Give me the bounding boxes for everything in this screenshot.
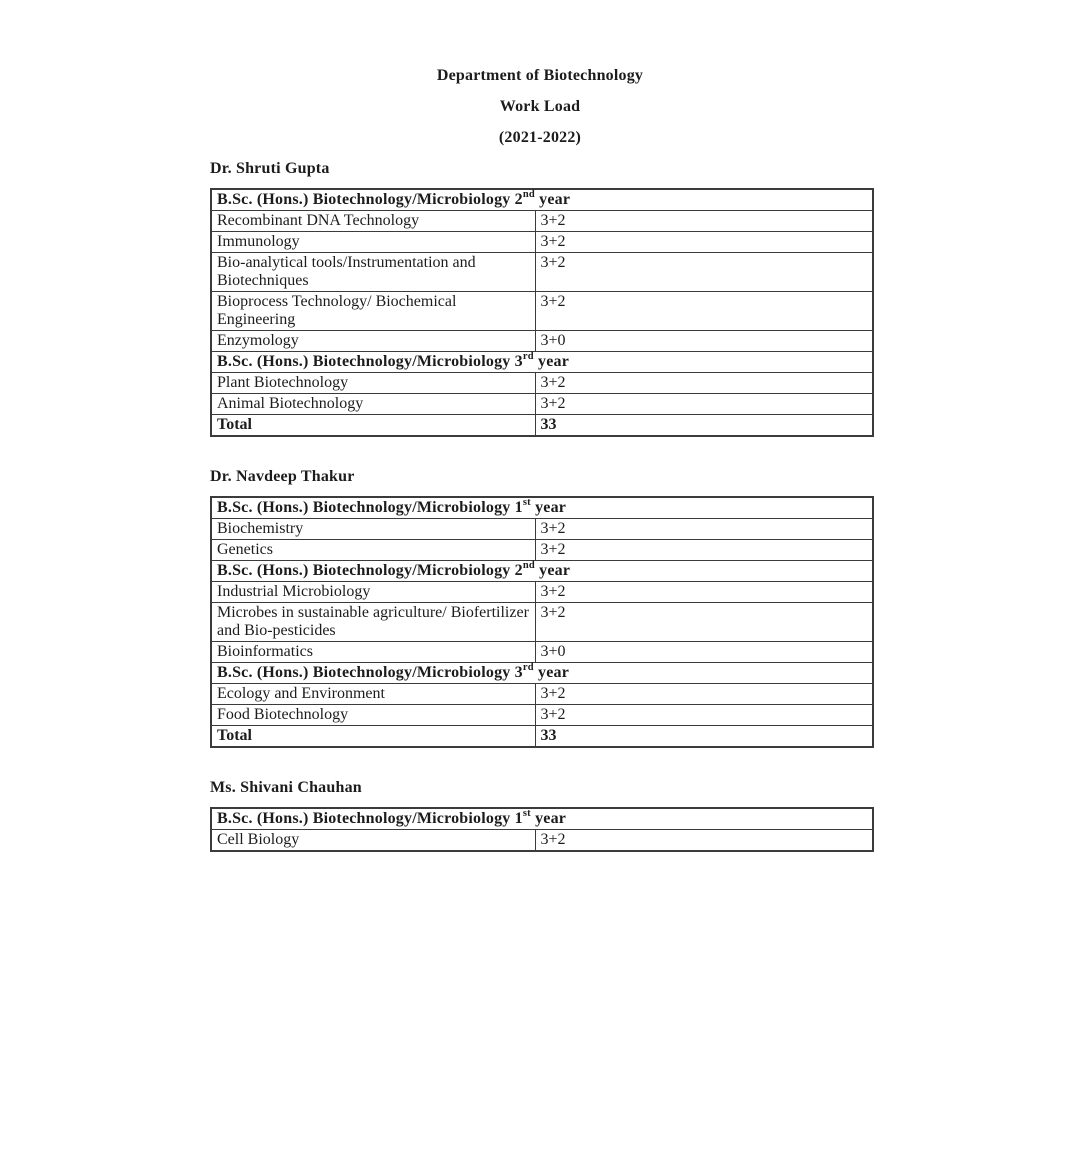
course-name-cell: Recombinant DNA Technology bbox=[210, 210, 536, 232]
course-load-cell: 3+2 bbox=[534, 252, 874, 292]
faculty-name: Ms. Shivani Chauhan bbox=[210, 779, 362, 796]
year-header-text: B.Sc. (Hons.) Biotechnology/Microbiology… bbox=[217, 191, 523, 208]
course-row: Recombinant DNA Technology 3+2 bbox=[210, 210, 874, 232]
course-row: Cell Biology 3+2 bbox=[210, 829, 874, 852]
course-name-cell: Plant Biotechnology bbox=[210, 372, 536, 394]
course-name-cell: Food Biotechnology bbox=[210, 704, 536, 726]
total-value-cell: 33 bbox=[534, 414, 874, 437]
year-header-text: year bbox=[530, 810, 567, 827]
year-header-row: B.Sc. (Hons.) Biotechnology/Microbiology… bbox=[210, 350, 874, 373]
year-header-text: B.Sc. (Hons.) Biotechnology/Microbiology… bbox=[217, 810, 523, 827]
faculty-section: Ms. Shivani Chauhan B.Sc. (Hons.) Biotech… bbox=[210, 778, 875, 852]
course-row: Enzymology 3+0 bbox=[210, 330, 874, 352]
total-value-cell: 33 bbox=[534, 725, 874, 748]
course-row: Bioprocess Technology/ Biochemical Engin… bbox=[210, 291, 874, 331]
course-load-cell: 3+2 bbox=[534, 602, 874, 642]
course-row: Plant Biotechnology 3+2 bbox=[210, 372, 874, 394]
year-header-row: B.Sc. (Hons.) Biotechnology/Microbiology… bbox=[210, 496, 874, 519]
course-load-cell: 3+2 bbox=[534, 372, 874, 394]
course-row: Bio-analytical tools/Instrumentation and… bbox=[210, 252, 874, 292]
year-header-row: B.Sc. (Hons.) Biotechnology/Microbiology… bbox=[210, 807, 874, 830]
course-load-cell: 3+2 bbox=[534, 518, 874, 540]
year-ordinal-suffix: st bbox=[522, 496, 531, 508]
year-header-row: B.Sc. (Hons.) Biotechnology/Microbiology… bbox=[210, 661, 874, 684]
page-title: Department of Biotechnology bbox=[436, 67, 644, 84]
workload-table: B.Sc. (Hons.) Biotechnology/Microbiology… bbox=[210, 188, 874, 437]
faculty-name: Dr. Shruti Gupta bbox=[210, 160, 330, 177]
document-header: Department of Biotechnology Work Load (2… bbox=[0, 66, 1080, 147]
course-name-cell: Biochemistry bbox=[210, 518, 536, 540]
course-row: Animal Biotechnology 3+2 bbox=[210, 393, 874, 415]
year-header-text: B.Sc. (Hons.) Biotechnology/Microbiology… bbox=[217, 499, 523, 516]
year-header-cell: B.Sc. (Hons.) Biotechnology/Microbiology… bbox=[210, 661, 874, 684]
year-header-text: year bbox=[533, 664, 569, 681]
course-name-cell: Microbes in sustainable agriculture/ Bio… bbox=[210, 602, 536, 642]
course-name-cell: Bio-analytical tools/Instrumentation and… bbox=[210, 252, 536, 292]
course-row: Bioinformatics 3+0 bbox=[210, 641, 874, 663]
total-row: Total 33 bbox=[210, 725, 874, 748]
year-header-text: year bbox=[534, 191, 571, 208]
course-load-cell: 3+0 bbox=[534, 641, 874, 663]
course-load-cell: 3+2 bbox=[534, 683, 874, 705]
course-load-cell: 3+2 bbox=[534, 539, 874, 561]
total-label-cell: Total bbox=[210, 725, 536, 748]
year-ordinal-suffix: rd bbox=[522, 350, 534, 362]
year-header-text: B.Sc. (Hons.) Biotechnology/Microbiology… bbox=[217, 353, 523, 370]
total-row: Total 33 bbox=[210, 414, 874, 437]
course-load-cell: 3+2 bbox=[534, 210, 874, 232]
total-label-cell: Total bbox=[210, 414, 536, 437]
session-year: (2021-2022) bbox=[498, 129, 582, 146]
year-ordinal-suffix: nd bbox=[522, 188, 535, 200]
course-name-cell: Industrial Microbiology bbox=[210, 581, 536, 603]
faculty-section: Dr. Shruti Gupta B.Sc. (Hons.) Biotechnol… bbox=[210, 159, 874, 437]
course-load-cell: 3+2 bbox=[534, 291, 874, 331]
course-name-cell: Immunology bbox=[210, 231, 536, 253]
year-header-cell: B.Sc. (Hons.) Biotechnology/Microbiology… bbox=[210, 559, 874, 582]
course-row: Biochemistry 3+2 bbox=[210, 518, 874, 540]
course-load-cell: 3+2 bbox=[534, 829, 874, 852]
workload-sections: Dr. Shruti Gupta B.Sc. (Hons.) Biotechnol… bbox=[210, 159, 875, 852]
workload-table: B.Sc. (Hons.) Biotechnology/Microbiology… bbox=[210, 807, 875, 852]
course-name-cell: Genetics bbox=[210, 539, 536, 561]
course-name-cell: Cell Biology bbox=[210, 829, 536, 852]
course-row: Industrial Microbiology 3+2 bbox=[210, 581, 874, 603]
course-load-cell: 3+2 bbox=[534, 581, 874, 603]
course-load-cell: 3+2 bbox=[534, 393, 874, 415]
year-header-cell: B.Sc. (Hons.) Biotechnology/Microbiology… bbox=[210, 350, 874, 373]
year-ordinal-suffix: st bbox=[522, 807, 531, 819]
faculty-name: Dr. Navdeep Thakur bbox=[210, 468, 355, 485]
year-header-row: B.Sc. (Hons.) Biotechnology/Microbiology… bbox=[210, 559, 874, 582]
faculty-section: Dr. Navdeep Thakur B.Sc. (Hons.) Biotechn… bbox=[210, 467, 875, 748]
course-name-cell: Bioinformatics bbox=[210, 641, 536, 663]
year-header-cell: B.Sc. (Hons.) Biotechnology/Microbiology… bbox=[210, 188, 874, 211]
year-header-text: year bbox=[533, 353, 569, 370]
course-load-cell: 3+2 bbox=[534, 704, 874, 726]
course-name-cell: Animal Biotechnology bbox=[210, 393, 536, 415]
year-header-row: B.Sc. (Hons.) Biotechnology/Microbiology… bbox=[210, 188, 874, 211]
year-header-text: B.Sc. (Hons.) Biotechnology/Microbiology… bbox=[217, 664, 523, 681]
course-row: Ecology and Environment 3+2 bbox=[210, 683, 874, 705]
course-row: Immunology 3+2 bbox=[210, 231, 874, 253]
course-load-cell: 3+2 bbox=[534, 231, 874, 253]
course-row: Microbes in sustainable agriculture/ Bio… bbox=[210, 602, 874, 642]
course-load-cell: 3+0 bbox=[534, 330, 874, 352]
course-name-cell: Bioprocess Technology/ Biochemical Engin… bbox=[210, 291, 536, 331]
course-row: Food Biotechnology 3+2 bbox=[210, 704, 874, 726]
workload-table: B.Sc. (Hons.) Biotechnology/Microbiology… bbox=[210, 496, 875, 748]
page-subtitle: Work Load bbox=[499, 98, 581, 115]
year-header-text: B.Sc. (Hons.) Biotechnology/Microbiology… bbox=[217, 562, 523, 579]
year-header-text: year bbox=[530, 499, 567, 516]
course-row: Genetics 3+2 bbox=[210, 539, 874, 561]
year-header-text: year bbox=[534, 562, 571, 579]
year-ordinal-suffix: nd bbox=[522, 559, 535, 571]
year-header-cell: B.Sc. (Hons.) Biotechnology/Microbiology… bbox=[210, 807, 874, 830]
year-ordinal-suffix: rd bbox=[522, 661, 534, 673]
course-name-cell: Ecology and Environment bbox=[210, 683, 536, 705]
year-header-cell: B.Sc. (Hons.) Biotechnology/Microbiology… bbox=[210, 496, 874, 519]
course-name-cell: Enzymology bbox=[210, 330, 536, 352]
